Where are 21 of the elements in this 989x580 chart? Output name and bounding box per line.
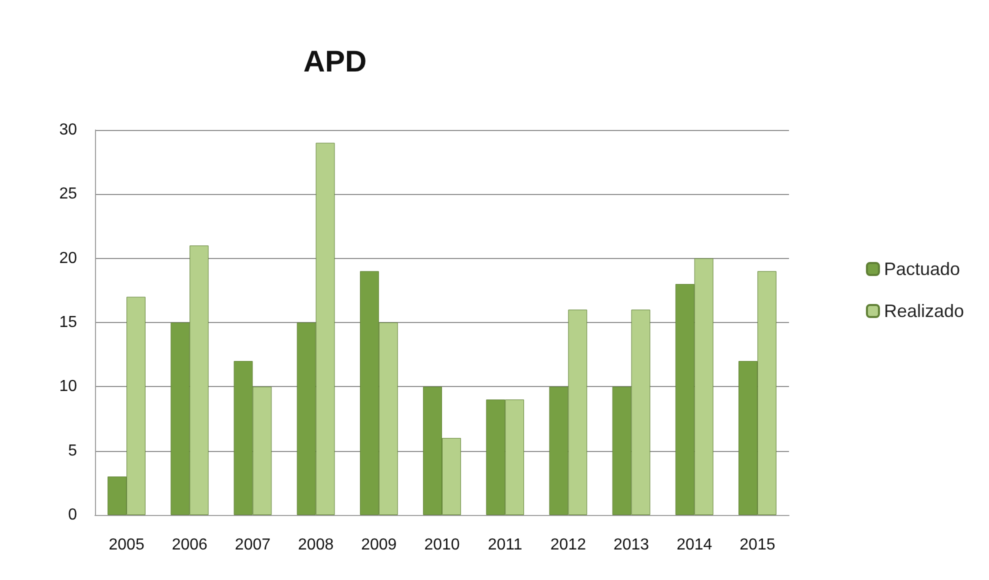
x-tick-label: 2015 [740,536,776,554]
y-tick-label: 0 [68,506,78,524]
x-tick-label: 2014 [676,536,712,554]
legend-label: Realizado [884,301,964,321]
x-tick-label: 2006 [172,536,208,554]
y-tick-label: 15 [59,314,78,331]
legend-label: Pactuado [884,259,960,279]
y-tick-label: 25 [59,186,78,203]
x-tick-label: 2011 [488,536,522,554]
y-tick-label: 10 [59,378,78,396]
x-tick-label: 2007 [234,536,271,554]
y-tick-label: 30 [59,122,78,138]
x-tick-label: 2008 [298,536,334,554]
y-tick-label: 5 [68,442,78,460]
x-tick-label: 2012 [550,536,586,554]
x-tick-label: 2009 [361,536,397,554]
chart-title: APD [303,46,367,78]
x-tick-label: 2010 [424,536,460,554]
x-tick-label: 2013 [613,536,650,554]
x-tick-label: 2005 [108,536,144,554]
y-tick-label: 20 [59,250,78,267]
